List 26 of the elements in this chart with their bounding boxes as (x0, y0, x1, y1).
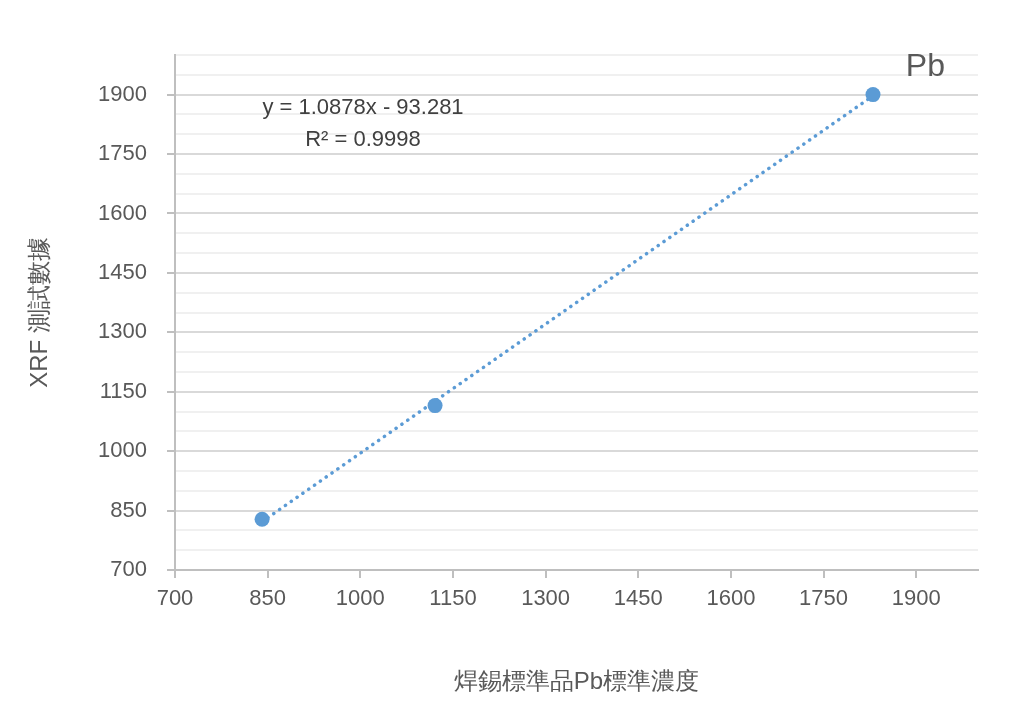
x-tick-label: 700 (156, 585, 194, 611)
y-axis-title: XRF 測試數據 (25, 237, 53, 388)
y-tick-label: 1300 (98, 318, 147, 344)
x-tick-label: 1450 (613, 585, 663, 611)
x-tick-label: 1150 (429, 585, 477, 611)
point (427, 398, 443, 414)
y-tick-label: 1150 (99, 377, 147, 403)
point (865, 87, 881, 103)
x-tick-label: 1300 (521, 585, 571, 611)
point (254, 511, 270, 527)
x-tick-label: 1000 (335, 585, 385, 611)
x-tick-label: 1600 (706, 585, 756, 611)
x-tick-label: 850 (249, 585, 287, 611)
annotation: y = 1.0878x - 93.281 (262, 94, 464, 120)
y-tick-label: 1450 (98, 258, 147, 284)
y-tick-label: 1900 (98, 80, 147, 106)
y-tick-label: 1750 (98, 140, 147, 166)
x-tick-label: 1750 (799, 585, 849, 611)
y-tick-label: 1600 (98, 199, 147, 225)
chart-title: Pb (905, 47, 945, 83)
y-tick-label: 700 (110, 556, 147, 582)
y-tick-label: 850 (110, 496, 147, 522)
x-axis-title: 焊錫標準品Pb標準濃度 (453, 667, 700, 695)
x-tick-label: 1900 (891, 585, 941, 611)
annotation: R² = 0.9998 (305, 126, 421, 152)
y-tick-label: 1000 (98, 437, 147, 463)
